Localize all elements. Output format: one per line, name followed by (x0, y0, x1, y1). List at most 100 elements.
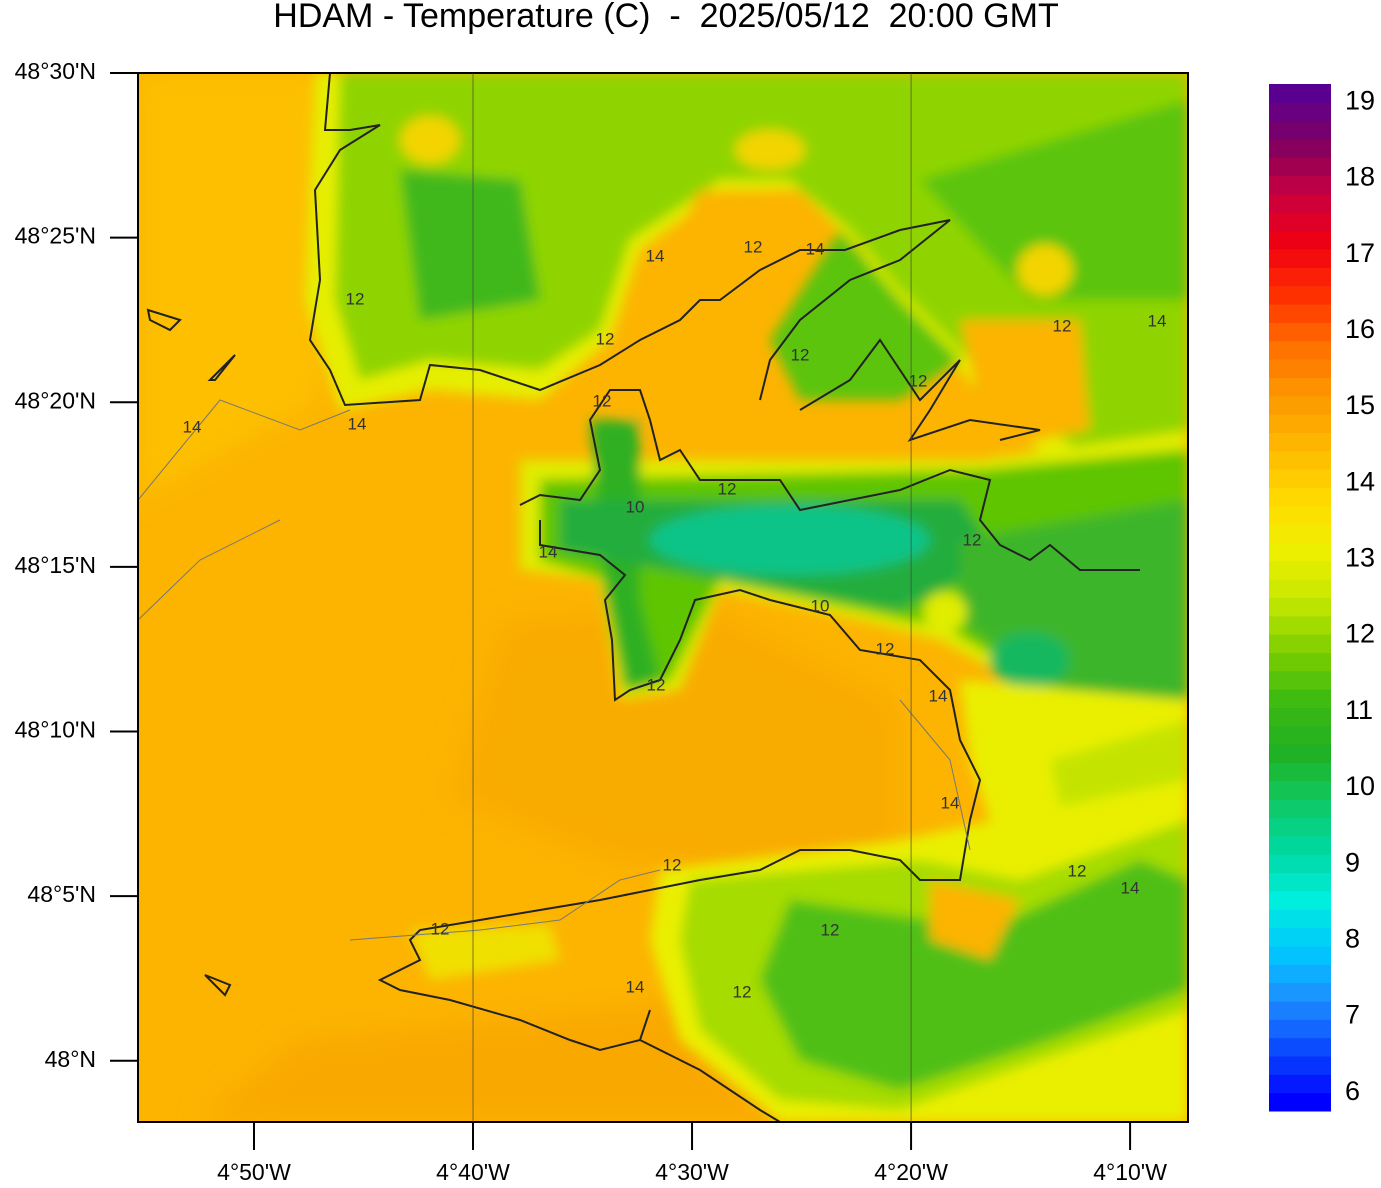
colorbar-label: 9 (1345, 847, 1360, 877)
contour-label: 12 (663, 855, 682, 874)
colorbar-swatch (1269, 102, 1331, 122)
contour-lines (138, 399, 971, 941)
contour-label: 12 (718, 479, 737, 498)
contour-label: 14 (183, 417, 202, 436)
colorbar-swatch (1269, 377, 1331, 397)
colorbar-swatch (1269, 84, 1331, 103)
colorbar-swatch (1269, 542, 1331, 562)
lat-tick-label: 48°5'N (27, 881, 96, 907)
coastline (146, 73, 1140, 1122)
colorbar-swatch (1269, 835, 1331, 855)
colorbar-label: 17 (1345, 238, 1375, 268)
colorbar-label: 10 (1345, 771, 1375, 801)
lon-tick-label: 4°40'W (436, 1159, 510, 1185)
contour-label: 12 (733, 982, 752, 1001)
contour-label: 12 (876, 639, 895, 658)
colorbar-swatch (1269, 212, 1331, 232)
contour-label: 12 (1053, 316, 1072, 335)
contour-label: 12 (431, 919, 450, 938)
lat-tick-label: 48°N (45, 1046, 96, 1072)
lon-tick-label: 4°30'W (655, 1159, 729, 1185)
colorbar-swatch (1269, 414, 1331, 433)
contour-label: 10 (811, 596, 830, 615)
colorbar-swatch (1269, 689, 1331, 709)
colorbar-swatch (1269, 359, 1331, 378)
contour-label: 10 (626, 497, 645, 516)
colorbar-swatch (1269, 1074, 1331, 1094)
contour-label: 12 (791, 345, 810, 364)
colorbar-swatch (1269, 139, 1331, 158)
colorbar-swatch (1269, 1019, 1331, 1039)
colorbar-swatch (1269, 744, 1331, 764)
colorbar-swatch (1269, 450, 1331, 470)
colorbar-label: 6 (1345, 1076, 1360, 1106)
lat-tick-label: 48°10'N (15, 717, 96, 743)
colorbar-swatch (1269, 945, 1331, 965)
colorbar-swatch (1269, 395, 1331, 415)
contour-label: 12 (1068, 861, 1087, 880)
colorbar-swatch (1269, 267, 1331, 287)
colorbar-swatch (1269, 707, 1331, 727)
contour-label: 14 (348, 414, 367, 433)
colorbar-swatch (1269, 120, 1331, 140)
colorbar-swatch (1269, 304, 1331, 323)
colorbar-swatch (1269, 762, 1331, 782)
contour-label: 14 (1121, 878, 1140, 897)
colorbar-label: 19 (1345, 85, 1375, 115)
colorbar-swatch (1269, 854, 1331, 874)
colorbar-swatch (1269, 872, 1331, 892)
colorbar-swatch (1269, 927, 1331, 947)
colorbar-swatch (1269, 817, 1331, 837)
contour-label: 12 (821, 920, 840, 939)
colorbar-label: 8 (1345, 923, 1360, 953)
contour-label: 12 (744, 237, 763, 256)
contour-label: 12 (346, 289, 365, 308)
colorbar-swatch (1269, 964, 1331, 984)
colorbar-swatch (1269, 634, 1331, 654)
lon-tick-label: 4°10'W (1093, 1159, 1167, 1185)
colorbar-swatch (1269, 487, 1331, 507)
colorbar-swatch (1269, 890, 1331, 910)
colorbar-label: 12 (1345, 619, 1375, 649)
colorbar-label: 13 (1345, 543, 1375, 573)
colorbar-swatch (1269, 469, 1331, 488)
contour-label: 14 (646, 246, 665, 265)
colorbar-swatch (1269, 725, 1331, 745)
colorbar-swatch (1269, 982, 1331, 1002)
colorbar-swatch (1269, 285, 1331, 305)
contour-label: 14 (1148, 311, 1167, 330)
contour-label: 12 (963, 530, 982, 549)
colorbar-swatch (1269, 432, 1331, 452)
colorbar-label: 7 (1345, 1000, 1360, 1030)
colorbar-swatch (1269, 322, 1331, 342)
contour-label: 14 (539, 542, 558, 561)
colorbar-swatch (1269, 909, 1331, 929)
colorbar-swatch (1269, 249, 1331, 268)
colorbar-swatch (1269, 799, 1331, 819)
colorbar-swatch (1269, 505, 1331, 525)
contour-label: 12 (596, 329, 615, 348)
colorbar-label: 14 (1345, 466, 1375, 496)
contour-label: 12 (593, 391, 612, 410)
colorbar-swatch (1269, 652, 1331, 672)
colorbar-swatch (1269, 524, 1331, 543)
contour-label: 14 (806, 239, 825, 258)
colorbar-label: 16 (1345, 314, 1375, 344)
lat-tick-label: 48°15'N (15, 552, 96, 578)
map-title: HDAM - Temperature (C) - 2025/05/12 20:0… (273, 0, 1058, 35)
lat-tick-label: 48°20'N (15, 387, 96, 413)
colorbar-swatch (1269, 157, 1331, 177)
colorbar-label: 11 (1345, 695, 1373, 725)
colorbar-swatch (1269, 670, 1331, 690)
colorbar-swatch (1269, 579, 1331, 598)
contour-label: 14 (929, 686, 948, 705)
colorbar-swatch (1269, 194, 1331, 213)
colorbar-swatch (1269, 780, 1331, 800)
colorbar-label: 18 (1345, 162, 1375, 192)
lat-tick-label: 48°30'N (15, 58, 96, 84)
colorbar-swatch (1269, 1092, 1331, 1112)
colorbar-swatch (1269, 175, 1331, 195)
lon-tick-label: 4°20'W (874, 1159, 948, 1185)
colorbar-swatch (1269, 1055, 1331, 1075)
